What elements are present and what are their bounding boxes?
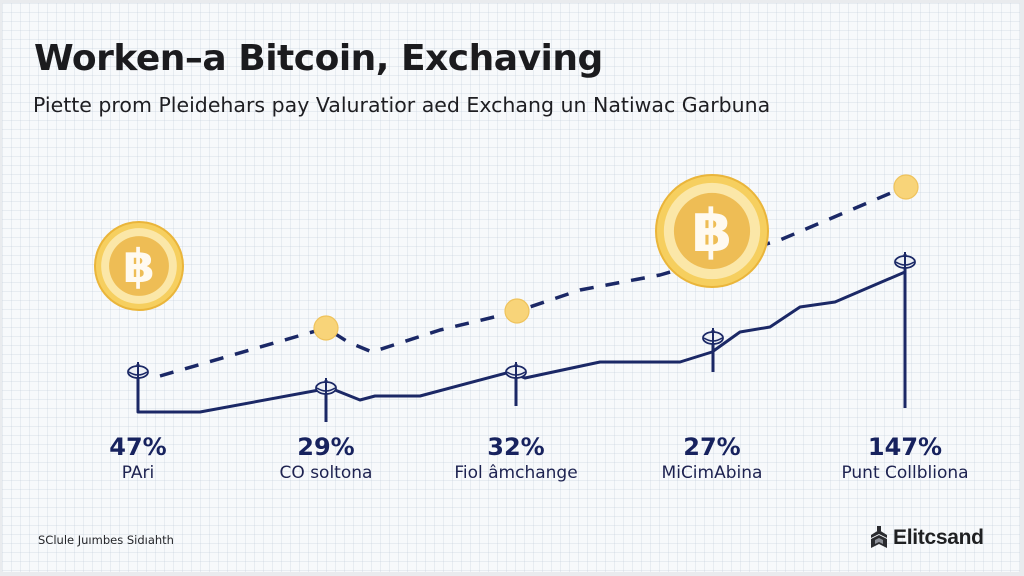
brand-name: Elitcsand (893, 526, 984, 549)
bitcoin-coins: ฿฿ (94, 174, 769, 311)
brand-logo: Elitcsand (868, 525, 984, 551)
stat-4: 27% MiCimAbina (602, 432, 822, 484)
stat-label: MiCimAbina (661, 463, 763, 483)
chart-card (2, 3, 1020, 572)
dashed-trend-line (159, 185, 906, 378)
chart-title: Worken–a Bitcoin, Exchaving (34, 38, 603, 79)
chart-subtitle: Piette prom Pleidehars pay Valuratior ae… (33, 93, 771, 117)
stat-label: Punt Collbliona (841, 463, 969, 483)
stat-3: 32% Fiol âmchange (406, 432, 626, 484)
pin-markers (127, 252, 916, 422)
stat-5: 147% Punt Collbliona (795, 432, 1015, 484)
source-note: SClule Juımbes Sidıahth (38, 533, 174, 547)
stat-2: 29% CO soltona (216, 432, 436, 484)
stat-value: 29% (297, 433, 355, 461)
highlight-dots (313, 174, 919, 341)
stat-label: PAri (121, 463, 155, 483)
stat-label: CO soltona (279, 463, 373, 483)
stat-value: 47% (109, 433, 167, 461)
stat-value: 27% (683, 433, 741, 461)
stat-value: 32% (487, 433, 545, 461)
brand-icon (871, 526, 887, 548)
svg-text:฿: ฿ (123, 239, 155, 293)
stat-1: 47% PAri (28, 432, 248, 484)
stat-label: Fiol âmchange (454, 463, 578, 483)
svg-text:฿: ฿ (692, 196, 733, 265)
solid-trend-line (136, 270, 907, 414)
stat-value: 147% (867, 433, 943, 461)
